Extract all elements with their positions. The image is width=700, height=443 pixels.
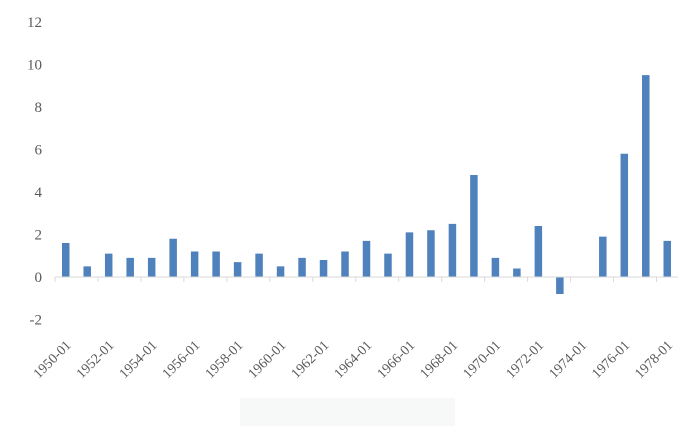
y-tick-label: 8 xyxy=(35,100,43,116)
y-tick-label: 2 xyxy=(35,228,43,244)
x-tick-label: 1958-01 xyxy=(203,338,247,382)
bar xyxy=(663,240,672,277)
x-tick-label: 1956-01 xyxy=(160,338,204,382)
bar xyxy=(642,75,650,277)
faded-caption-area xyxy=(240,398,455,426)
x-tick-label: 1954-01 xyxy=(117,338,161,382)
bar xyxy=(212,251,220,277)
bar xyxy=(513,268,521,277)
x-tick-label: 1968-01 xyxy=(418,338,462,382)
bar xyxy=(620,153,629,277)
bar xyxy=(405,232,414,277)
bar xyxy=(233,262,242,277)
x-tick-label: 1966-01 xyxy=(375,338,419,382)
bar xyxy=(83,266,91,277)
bar xyxy=(61,243,70,277)
x-tick-label: 1964-01 xyxy=(332,338,376,382)
bar-series xyxy=(61,75,672,294)
bar xyxy=(448,223,457,277)
bar xyxy=(255,253,263,277)
y-tick-label: 12 xyxy=(27,15,42,31)
y-tick-label: 6 xyxy=(35,143,43,159)
y-axis-tick-labels: -2 0 2 4 6 8 10 12 xyxy=(27,15,43,329)
x-tick-label: 1972-01 xyxy=(504,338,548,382)
bar xyxy=(147,257,156,277)
y-tick-label: 0 xyxy=(35,270,43,286)
y-tick-label: 10 xyxy=(27,58,42,74)
bar xyxy=(341,251,349,277)
x-tick-label: 1974-01 xyxy=(547,338,591,382)
bar xyxy=(190,251,199,277)
bar xyxy=(427,230,435,277)
bar xyxy=(534,226,543,277)
bar xyxy=(556,277,564,294)
y-tick-label: -2 xyxy=(30,313,43,329)
y-tick-label: 4 xyxy=(35,185,43,201)
bar xyxy=(599,236,607,277)
x-tick-label: 1952-01 xyxy=(74,338,118,382)
x-tick-label: 1962-01 xyxy=(289,338,333,382)
bar xyxy=(384,253,392,277)
bar xyxy=(298,257,306,277)
bar xyxy=(169,238,177,277)
x-axis-tick-labels: 1950-01 1952-01 1954-01 1956-01 1958-01 1960-… xyxy=(31,338,676,382)
x-tick-label: 1978-01 xyxy=(632,338,676,382)
bar xyxy=(276,266,285,277)
bar xyxy=(104,253,113,277)
x-tick-label: 1950-01 xyxy=(31,338,75,382)
x-tick-label: 1970-01 xyxy=(461,338,505,382)
bar xyxy=(470,175,478,277)
x-axis-tick-marks xyxy=(54,277,658,282)
bar xyxy=(319,260,328,277)
bar xyxy=(362,240,371,277)
bar xyxy=(126,257,134,277)
bar xyxy=(491,257,500,277)
x-tick-label: 1960-01 xyxy=(246,338,290,382)
x-tick-label: 1976-01 xyxy=(590,338,634,382)
